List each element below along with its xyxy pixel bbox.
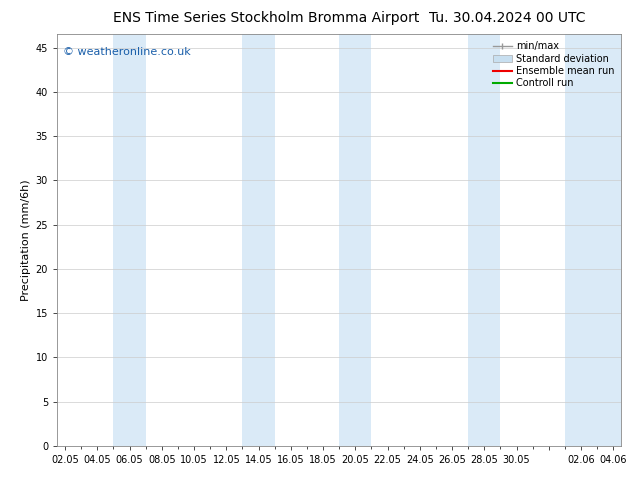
Bar xyxy=(468,34,500,446)
Legend: min/max, Standard deviation, Ensemble mean run, Controll run: min/max, Standard deviation, Ensemble me… xyxy=(491,39,616,90)
Y-axis label: Precipitation (mm/6h): Precipitation (mm/6h) xyxy=(22,179,31,301)
Text: Tu. 30.04.2024 00 UTC: Tu. 30.04.2024 00 UTC xyxy=(429,11,585,25)
Bar xyxy=(113,34,146,446)
Bar xyxy=(565,34,630,446)
Text: ENS Time Series Stockholm Bromma Airport: ENS Time Series Stockholm Bromma Airport xyxy=(113,11,420,25)
Bar xyxy=(339,34,372,446)
Bar xyxy=(242,34,275,446)
Text: © weatheronline.co.uk: © weatheronline.co.uk xyxy=(63,47,190,57)
